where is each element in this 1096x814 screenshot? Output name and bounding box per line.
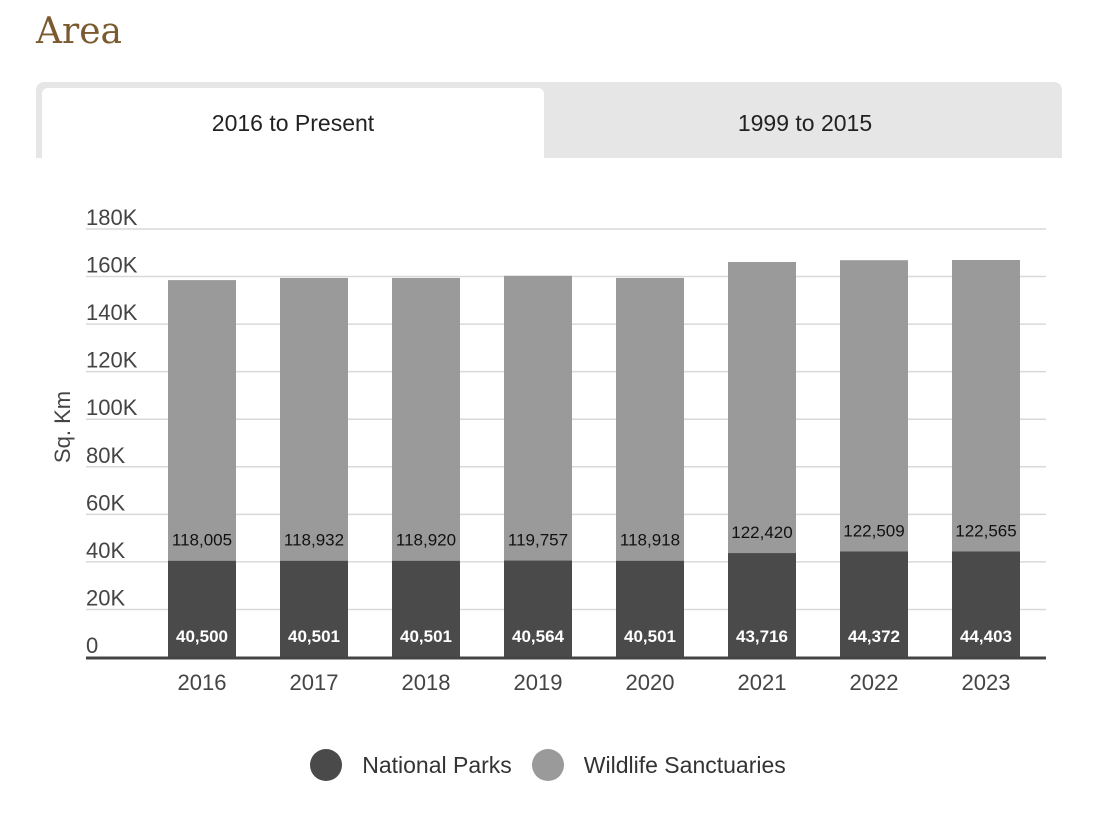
y-axis-label: Sq. Km	[50, 391, 75, 463]
data-label-wildlife-sanctuaries: 122,420	[731, 523, 792, 542]
y-tick-label: 120K	[86, 348, 138, 373]
bar-wildlife-sanctuaries	[728, 261, 796, 554]
data-label-wildlife-sanctuaries: 119,757	[508, 531, 568, 550]
x-tick-label: 2019	[514, 670, 563, 695]
x-tick-label: 2021	[738, 670, 787, 695]
bar-national-parks	[504, 560, 572, 657]
bar-wildlife-sanctuaries	[168, 280, 236, 561]
y-tick-label: 180K	[86, 205, 138, 230]
data-label-wildlife-sanctuaries: 118,920	[396, 531, 456, 550]
data-label-wildlife-sanctuaries: 122,509	[843, 521, 904, 540]
bar-wildlife-sanctuaries	[504, 275, 572, 561]
data-label-national-parks: 40,501	[288, 627, 340, 646]
bar-national-parks	[952, 551, 1020, 657]
data-label-national-parks: 40,501	[400, 627, 452, 646]
tab-2016-to-present[interactable]: 2016 to Present	[42, 88, 544, 158]
bar-national-parks	[168, 560, 236, 657]
x-tick-label: 2017	[290, 670, 339, 695]
bar-national-parks	[392, 560, 460, 657]
bar-wildlife-sanctuaries	[392, 277, 460, 561]
legend-item-wildlife-sanctuaries[interactable]: Wildlife Sanctuaries	[531, 749, 786, 781]
data-label-national-parks: 40,500	[176, 627, 228, 646]
legend-swatch-national-parks	[310, 749, 343, 781]
y-tick-label: 0	[86, 633, 98, 658]
legend: National Parks Wildlife Sanctuaries	[0, 740, 1096, 790]
x-tick-label: 2023	[962, 670, 1011, 695]
bar-wildlife-sanctuaries	[840, 260, 908, 552]
bar-national-parks	[840, 551, 908, 657]
x-tick-label: 2022	[850, 670, 899, 695]
legend-label-wildlife-sanctuaries: Wildlife Sanctuaries	[583, 751, 786, 778]
y-tick-label: 80K	[86, 443, 125, 468]
y-tick-label: 160K	[86, 253, 138, 278]
data-label-national-parks: 40,564	[512, 627, 565, 646]
legend-item-national-parks[interactable]: National Parks	[310, 749, 512, 781]
bar-wildlife-sanctuaries	[280, 277, 348, 561]
legend-swatch-wildlife-sanctuaries	[531, 749, 564, 781]
stacked-bar-chart: 0 20K 40K 60K 80K 100K 120K 140K 160K 180K Sq. Km 4…	[50, 205, 1046, 695]
data-label-wildlife-sanctuaries: 118,918	[620, 531, 680, 550]
bar-wildlife-sanctuaries	[952, 259, 1020, 552]
bar-national-parks	[728, 553, 796, 657]
data-label-national-parks: 44,372	[848, 627, 900, 646]
data-label-national-parks: 43,716	[736, 627, 788, 646]
bar-national-parks	[616, 560, 684, 657]
y-tick-label: 140K	[86, 300, 138, 325]
bar-national-parks	[280, 560, 348, 657]
data-label-wildlife-sanctuaries: 118,005	[172, 531, 232, 550]
tab-1999-to-2015[interactable]: 1999 to 2015	[737, 109, 873, 136]
legend-label-national-parks: National Parks	[362, 751, 512, 778]
bar-wildlife-sanctuaries	[616, 277, 684, 561]
y-tick-label: 20K	[86, 585, 125, 610]
data-label-national-parks: 44,403	[960, 627, 1012, 646]
data-label-wildlife-sanctuaries: 118,932	[284, 531, 344, 550]
x-tick-label: 2016	[178, 670, 227, 695]
tab-bar: 2016 to Present 1999 to 2015	[36, 82, 1062, 158]
y-tick-label: 100K	[86, 395, 138, 420]
page-title: Area	[36, 11, 122, 52]
y-tick-label: 60K	[86, 490, 125, 515]
data-label-national-parks: 40,501	[624, 627, 676, 646]
x-tick-label: 2020	[626, 670, 675, 695]
y-tick-label: 40K	[86, 538, 125, 563]
x-tick-label: 2018	[402, 670, 451, 695]
data-label-wildlife-sanctuaries: 122,565	[955, 521, 1016, 540]
